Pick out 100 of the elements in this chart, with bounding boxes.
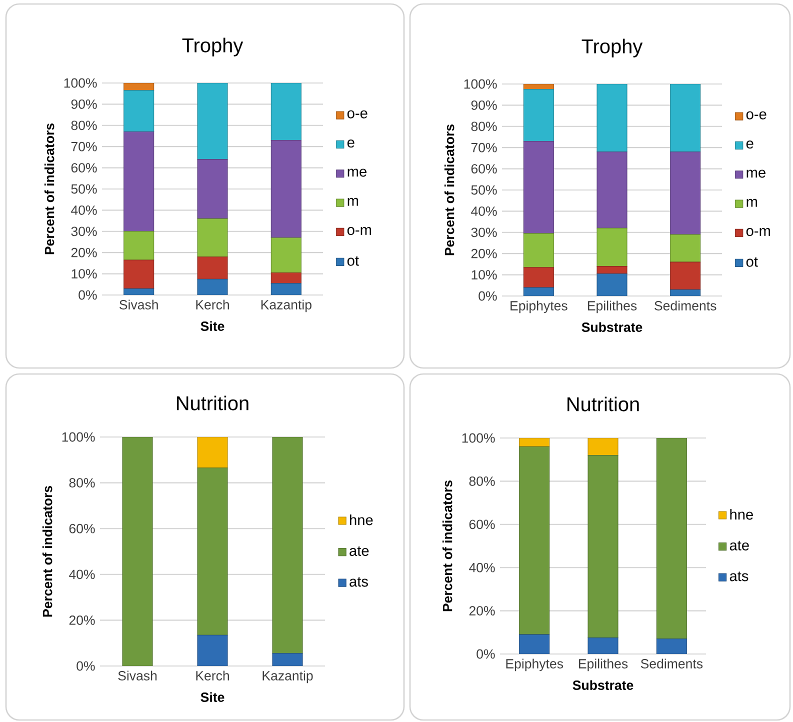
bar: [122, 437, 153, 666]
bar: [596, 152, 628, 228]
y-tick-label: 40%: [71, 205, 97, 215]
chart-title: Trophy: [182, 38, 244, 56]
chart-title: Nutrition: [177, 396, 248, 410]
y-tick-label: 80%: [469, 476, 495, 486]
legend-label: hne: [730, 508, 753, 520]
legend-label: e: [347, 140, 354, 148]
y-tick-label: 100%: [462, 433, 495, 443]
bar: [197, 256, 228, 280]
bar: [197, 634, 228, 666]
bar: [670, 262, 701, 290]
x-tick-label: Epiphytes: [510, 300, 568, 314]
y-tick-label: 40%: [471, 206, 497, 216]
y-tick-label: 20%: [471, 248, 497, 258]
legend-label: ats: [350, 577, 368, 587]
bar: [596, 273, 628, 296]
y-axis-title: Percent of indicators: [442, 480, 452, 612]
y-tick-label: 10%: [72, 269, 97, 278]
legend-label: o-e: [347, 110, 368, 118]
legend-label: m: [746, 198, 758, 207]
legend-label: ate: [730, 540, 749, 550]
bar: [519, 634, 550, 654]
bar: [523, 287, 554, 296]
legend-label: me: [746, 170, 766, 178]
bar: [523, 267, 554, 288]
bar: [523, 89, 554, 142]
x-tick-label: Sivash: [120, 300, 158, 310]
y-tick-label: 70%: [471, 142, 497, 152]
y-tick-label: 30%: [71, 226, 97, 236]
bar: [270, 140, 302, 238]
bar: [270, 283, 302, 295]
y-tick-label: 80%: [71, 120, 97, 130]
bar: [523, 233, 554, 268]
y-tick-label: 30%: [471, 228, 497, 238]
bar: [523, 140, 554, 234]
bar: [670, 152, 701, 235]
legend-label: o-m: [347, 227, 372, 236]
y-tick-label: 90%: [471, 100, 497, 110]
legend-label: hne: [350, 514, 373, 526]
bar: [270, 237, 302, 274]
y-tick-label: 100%: [64, 78, 97, 88]
x-axis-title: Site: [200, 321, 224, 331]
bar: [519, 438, 550, 447]
legend-label: ate: [350, 546, 369, 556]
bar: [596, 84, 628, 152]
y-tick-label: 0%: [476, 649, 495, 659]
bar: [270, 82, 302, 141]
x-tick-label: Epilithes: [588, 300, 637, 314]
y-tick-label: 20%: [69, 616, 95, 625]
bar: [670, 289, 701, 296]
y-tick-label: 40%: [69, 570, 95, 580]
y-tick-label: 90%: [71, 99, 97, 109]
x-tick-label: Sivash: [118, 670, 157, 680]
chart-title: Nutrition: [568, 396, 639, 412]
legend-label: ats: [730, 572, 748, 582]
bar: [519, 446, 550, 635]
bar: [656, 638, 687, 654]
y-tick-label: 50%: [71, 184, 97, 194]
y-tick-label: 70%: [71, 142, 97, 152]
y-tick-label: 0%: [478, 291, 497, 301]
y-tick-label: 0%: [78, 290, 97, 300]
y-tick-label: 60%: [71, 163, 97, 172]
bar: [588, 455, 618, 638]
x-tick-label: Kerch: [196, 670, 229, 680]
bar: [596, 228, 628, 267]
bar: [670, 234, 701, 262]
bar: [588, 638, 618, 654]
legend-label: e: [746, 140, 754, 149]
y-tick-label: 80%: [69, 478, 95, 488]
bar: [272, 653, 303, 666]
y-tick-label: 20%: [469, 606, 495, 616]
bar: [124, 90, 154, 132]
legend-label: me: [348, 168, 366, 177]
x-tick-label: Kazantip: [262, 670, 313, 684]
bar: [197, 468, 228, 636]
y-tick-label: 100%: [62, 432, 95, 442]
y-tick-label: 60%: [471, 164, 497, 174]
x-axis-title: Substrate: [582, 322, 642, 332]
legend-label: ot: [347, 256, 359, 266]
y-tick-label: 80%: [471, 122, 497, 132]
legend-label: o-e: [746, 111, 766, 120]
bar: [670, 84, 701, 152]
x-tick-label: Sediments: [640, 658, 703, 668]
y-tick-label: 40%: [469, 562, 495, 572]
x-tick-label: Kerch: [196, 300, 229, 310]
bar: [596, 266, 628, 274]
legend-label: m: [348, 198, 358, 206]
bar: [656, 438, 687, 640]
bar: [124, 260, 154, 289]
y-tick-label: 50%: [471, 185, 497, 195]
y-tick-label: 60%: [469, 520, 495, 530]
bar: [197, 278, 228, 295]
bar: [588, 438, 618, 456]
y-tick-label: 100%: [464, 79, 497, 89]
chart-title: Trophy: [582, 38, 643, 58]
y-tick-label: 20%: [71, 248, 97, 258]
y-tick-label: 60%: [69, 524, 95, 534]
y-tick-label: 0%: [76, 661, 95, 671]
bar: [197, 82, 228, 160]
